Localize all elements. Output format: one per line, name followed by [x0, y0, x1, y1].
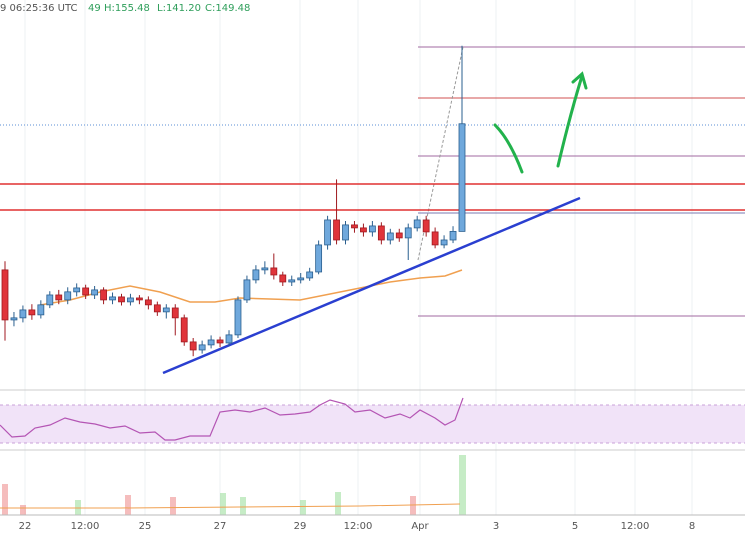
candle-body	[306, 271, 314, 279]
candle-body	[270, 267, 278, 276]
candles	[1, 45, 466, 357]
candle-body	[234, 299, 242, 336]
candle-body	[46, 294, 54, 306]
candle-body	[55, 294, 63, 301]
candle-body	[100, 289, 107, 301]
candle-body	[109, 296, 116, 301]
candle-body	[144, 299, 152, 306]
fib-levels	[417, 46, 745, 317]
x-tick-label: 22	[19, 521, 32, 532]
candle-body	[413, 219, 421, 229]
candle-body	[19, 309, 27, 319]
candle-body	[404, 227, 412, 239]
x-tick-label: 8	[689, 521, 695, 532]
candle-body	[136, 297, 143, 301]
x-tick-label: 12:00	[71, 521, 100, 532]
close-value: C:149.48	[205, 3, 250, 14]
candle-body	[422, 219, 430, 233]
candle-body	[458, 123, 466, 232]
candle-body	[395, 232, 403, 239]
candle-body	[171, 307, 179, 319]
candle-body	[315, 244, 323, 273]
x-tick-label: 29	[294, 521, 307, 532]
candle-body	[431, 231, 439, 246]
candle-body	[288, 279, 296, 283]
resistance-lines	[0, 183, 745, 211]
trendline	[162, 196, 581, 375]
candle-body	[153, 304, 161, 313]
candle-body	[440, 239, 448, 246]
candle-body	[91, 289, 99, 296]
candle-body	[118, 296, 125, 303]
candle-body	[351, 224, 358, 229]
low-value: L:141.20	[157, 3, 201, 14]
candle-body	[162, 307, 170, 313]
candle-body	[243, 279, 251, 301]
x-tick-label: 5	[572, 521, 578, 532]
x-tick-label: Apr	[411, 521, 429, 532]
candle-body	[386, 232, 394, 241]
candle-body	[333, 219, 340, 241]
candle-body	[216, 339, 224, 344]
candle-body	[207, 339, 215, 346]
candle-body	[28, 309, 36, 316]
open-value: 49	[88, 3, 101, 14]
volume	[2, 455, 466, 515]
arrows	[493, 71, 588, 174]
candle-body	[261, 267, 269, 271]
moving-average	[39, 269, 463, 306]
x-tick-label: 12:00	[344, 521, 373, 532]
rsi	[0, 397, 464, 441]
candle-body	[1, 269, 9, 321]
candle-body	[297, 277, 305, 281]
candle-body	[377, 225, 385, 241]
time-axis: 22 12:00 25 27 29 12:00 Apr 3 5 12:00 8	[19, 521, 696, 532]
candle-body	[82, 287, 90, 296]
candle-body	[127, 297, 134, 303]
high-value: H:155.48	[104, 3, 150, 14]
candle-body	[189, 341, 197, 351]
candle-body	[342, 224, 349, 241]
candle-body	[198, 344, 206, 351]
candle-body	[225, 334, 233, 344]
candle-body	[360, 227, 367, 233]
candle-body	[64, 291, 72, 301]
candle-body	[252, 269, 260, 281]
x-tick-label: 3	[493, 521, 499, 532]
header: 9 06:25:36 UTC 49 H:155.48 L:141.20 C:14…	[0, 3, 250, 14]
x-tick-label: 25	[139, 521, 152, 532]
candle-body	[73, 287, 81, 293]
timestamp: 9 06:25:36 UTC	[0, 3, 77, 14]
candle-body	[449, 230, 457, 241]
candle-body	[368, 225, 376, 233]
volume-average	[0, 503, 461, 509]
candle-body	[279, 274, 287, 283]
candle-body	[10, 317, 18, 321]
x-tick-label: 12:00	[621, 521, 650, 532]
x-tick-label: 27	[214, 521, 227, 532]
candle-body	[180, 317, 188, 343]
candle-body	[324, 219, 331, 246]
candle-body	[37, 304, 45, 316]
